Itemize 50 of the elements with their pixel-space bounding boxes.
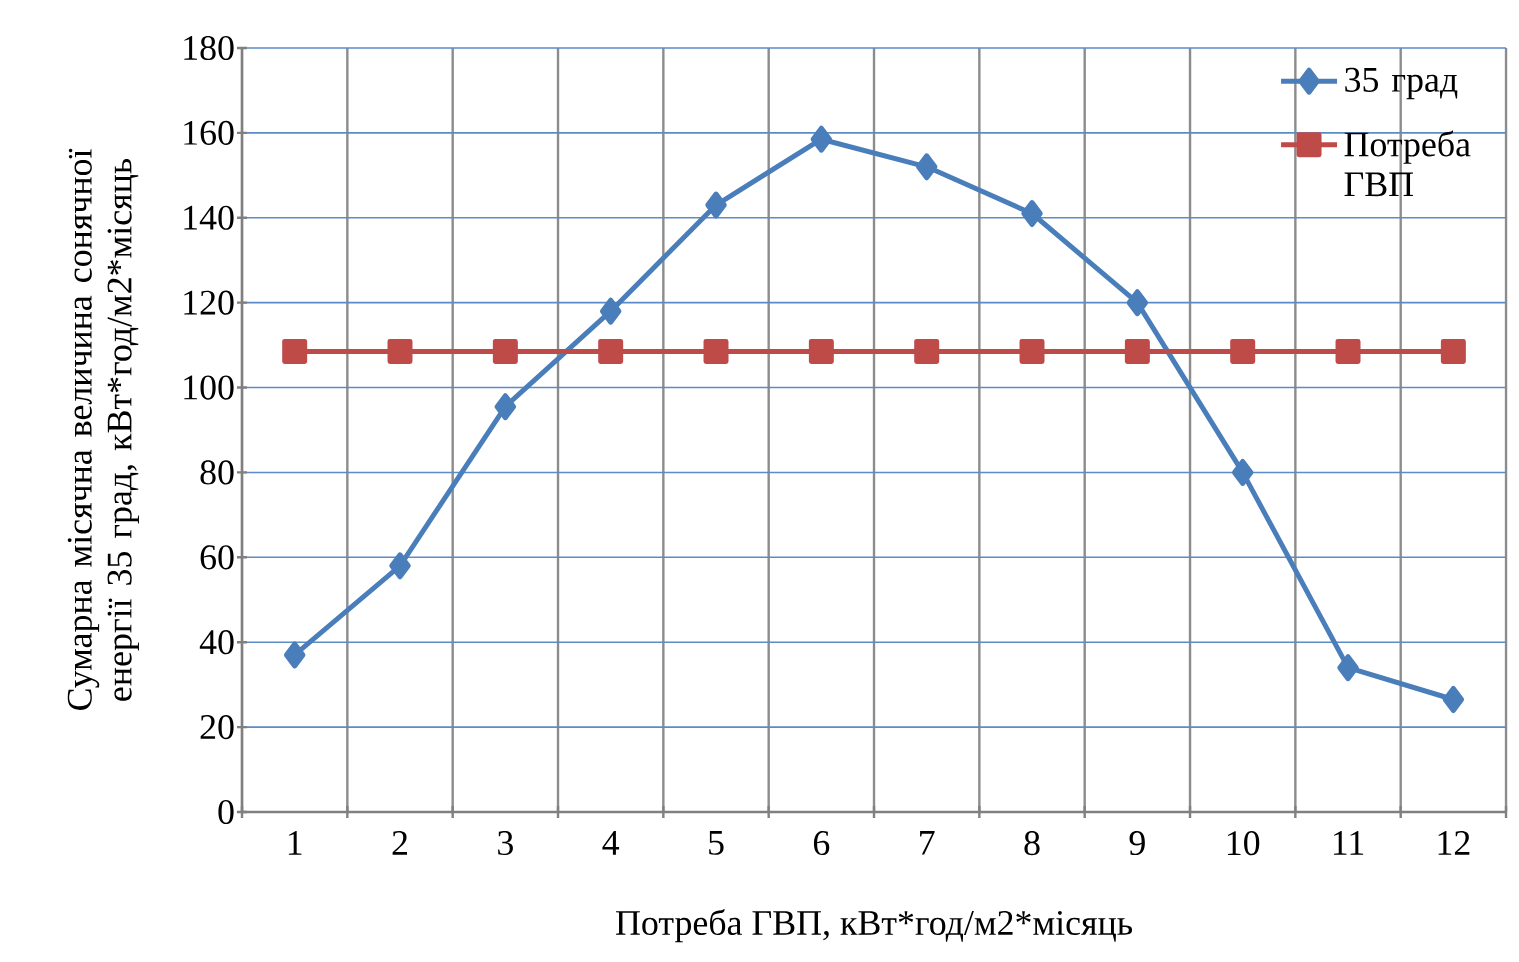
x-tick-label: 11 [1333,831,1364,855]
x-tick-label: 1 [288,831,302,855]
y-tick-label: 40 [199,630,234,655]
point [808,338,834,364]
y-tick-label: 140 [184,205,234,230]
x-tick-label: 7 [920,831,935,855]
point [599,297,622,325]
point [810,125,833,153]
point [915,153,938,181]
point [494,393,517,421]
point [1335,338,1361,364]
point [1230,338,1256,364]
x-tick-label: 3 [498,831,513,856]
point [283,641,306,669]
point [1337,654,1359,682]
legend-label: 35 град [1345,67,1458,100]
x-tick-label: 6 [813,831,830,856]
point [598,338,624,364]
x-tick-label: 2 [392,831,408,855]
point [703,338,729,364]
point [1231,458,1254,486]
x-tick-label: 4 [602,831,620,855]
x-tick-label: 12 [1438,831,1470,855]
y-tick-label: 80 [200,460,234,485]
point [1442,686,1465,713]
point [282,338,308,364]
x-axis-title: Потреба ГВП, кВт*год/м2*місяць [616,909,1133,943]
x-tick-label: 5 [709,831,724,855]
point [1440,338,1466,364]
x-tick-label: 10 [1227,831,1260,856]
point [914,338,940,364]
legend-label: Потреба ГВП [1344,130,1471,197]
y-tick-label: 60 [200,545,234,570]
point [1124,338,1150,364]
point [492,338,518,364]
x-tick-label: 8 [1024,831,1040,856]
point [1019,338,1045,364]
point [389,552,411,580]
point [705,191,727,219]
y-tick-label: 180 [184,35,234,61]
y-axis-title: Сумарна місячна величина сонячної енергії 35 град, кВт*год/м2*місяць [67,148,139,710]
y-tick-label: 100 [184,375,234,400]
x-tick-label: 9 [1129,831,1145,856]
y-tick-label: 0 [218,799,234,825]
y-tick-label: 120 [184,290,234,315]
y-tick-label: 20 [200,715,234,740]
point [1021,200,1043,227]
point [1126,289,1149,317]
point [387,338,413,364]
y-tick-label: 160 [184,120,234,145]
